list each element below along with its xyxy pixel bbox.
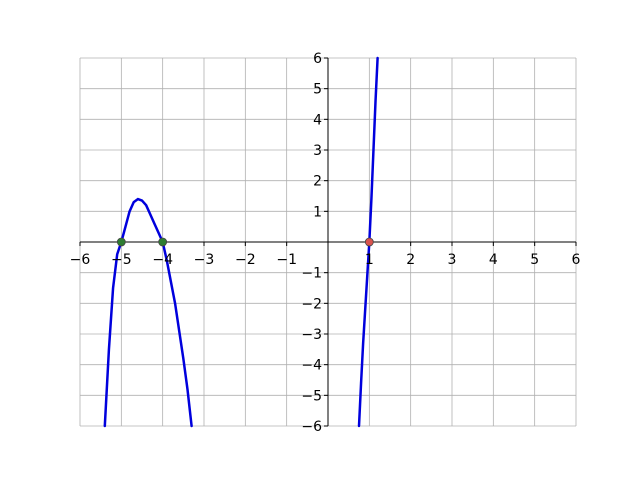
x-tick-label: −5 bbox=[111, 252, 132, 268]
x-tick-label: −4 bbox=[152, 252, 173, 268]
x-tick-label: 5 bbox=[530, 252, 539, 268]
x-tick-label: 1 bbox=[365, 252, 374, 268]
y-tick-label: −4 bbox=[301, 358, 322, 374]
y-tick-label: 1 bbox=[313, 204, 322, 220]
axes bbox=[79, 57, 577, 427]
root-point bbox=[158, 237, 168, 247]
y-tick-label: −6 bbox=[301, 419, 322, 435]
tick-labels: −6 −5 −4 −3 −2 −1 1 2 3 4 5 6 −6 −5 −4 −3 −2 −1 1 2 3 4 5 6 bbox=[70, 51, 581, 435]
y-tick-label: −3 bbox=[301, 327, 322, 343]
x-tick-label: 3 bbox=[448, 252, 457, 268]
y-tick-label: 2 bbox=[313, 174, 322, 190]
curves bbox=[103, 56, 379, 428]
x-tick-label: −6 bbox=[70, 252, 91, 268]
root-point bbox=[364, 237, 374, 247]
y-tick-label: 3 bbox=[313, 143, 322, 159]
root-point bbox=[116, 237, 126, 247]
x-tick-label: 4 bbox=[489, 252, 498, 268]
x-tick-label: 6 bbox=[572, 252, 581, 268]
x-tick-label: −2 bbox=[235, 252, 256, 268]
x-tick-label: 2 bbox=[406, 252, 415, 268]
x-tick-label: −1 bbox=[276, 252, 297, 268]
y-tick-label: −2 bbox=[301, 296, 322, 312]
curve-segment bbox=[357, 56, 379, 428]
points bbox=[116, 237, 374, 247]
curve-segment bbox=[103, 197, 193, 428]
y-tick-label: 5 bbox=[313, 82, 322, 98]
x-tick-label: −3 bbox=[194, 252, 215, 268]
y-tick-label: −5 bbox=[301, 388, 322, 404]
y-tick-label: 4 bbox=[313, 112, 322, 128]
y-tick-label: −1 bbox=[301, 266, 322, 282]
y-tick-label: 6 bbox=[313, 51, 322, 67]
